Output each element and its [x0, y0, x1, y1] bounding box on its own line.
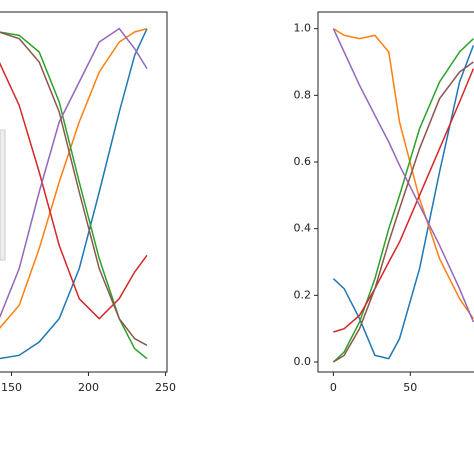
x-tick-label: 150 — [1, 381, 22, 394]
x-tick-label: 200 — [78, 381, 99, 394]
legend-remnant — [0, 129, 6, 261]
y-tick-label: 0.2 — [294, 288, 312, 301]
x-tick-label: 0 — [330, 381, 337, 394]
x-tick-label: 250 — [155, 381, 176, 394]
data-line — [333, 68, 474, 333]
data-line — [332, 38, 474, 363]
data-line — [0, 31, 148, 360]
y-tick-label: 0.0 — [294, 355, 312, 368]
y-tick-label: 0.4 — [294, 222, 312, 235]
y-tick-label: 0.8 — [294, 88, 312, 101]
data-line — [0, 27, 148, 329]
data-line — [0, 28, 148, 360]
y-tick-label: 0.6 — [294, 155, 312, 168]
data-line — [332, 28, 474, 323]
plot-frame — [0, 11, 168, 373]
data-line — [0, 27, 148, 319]
data-line — [332, 45, 474, 360]
data-line — [332, 28, 474, 320]
data-line — [0, 62, 148, 320]
data-line — [0, 31, 148, 346]
data-line — [332, 61, 474, 363]
y-tick-label: 1.0 — [294, 22, 312, 35]
plot-frame — [317, 11, 474, 373]
x-tick-label: 50 — [403, 381, 417, 394]
